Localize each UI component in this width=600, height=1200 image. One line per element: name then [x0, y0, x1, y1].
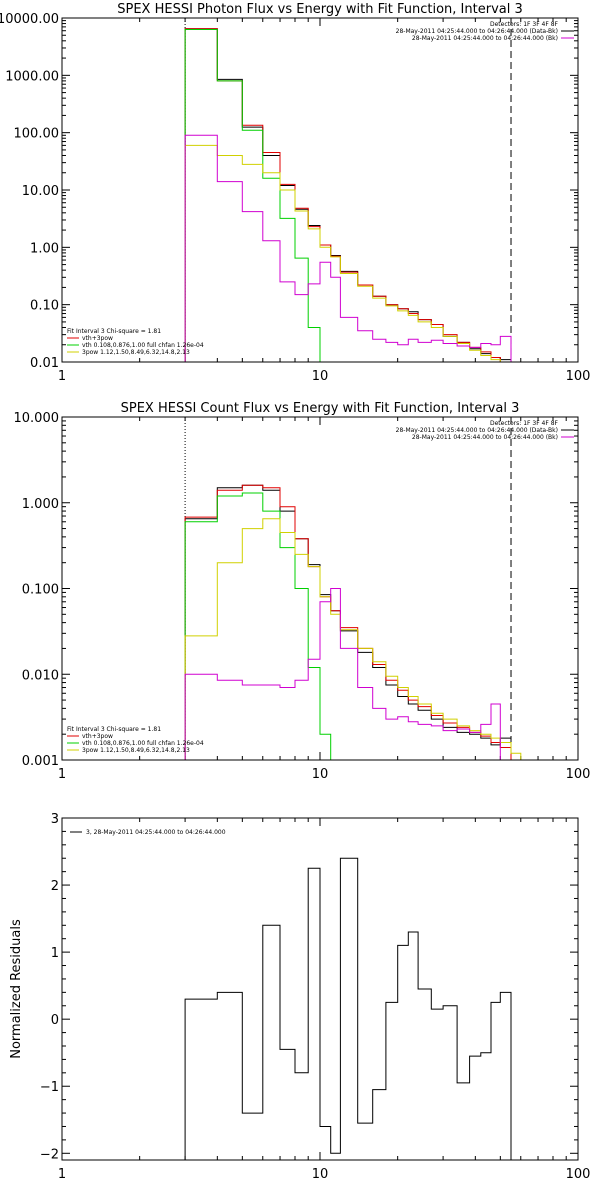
series-1-steps	[184, 857, 512, 1160]
legend-top-text: Detectors: 1F 3F 4F 8F	[490, 21, 559, 28]
chart-title: SPEX HESSI Photon Flux vs Energy with Fi…	[117, 2, 523, 17]
plot-frame	[61, 817, 579, 1161]
chart-title: SPEX HESSI Count Flux vs Energy with Fit…	[121, 401, 520, 416]
chart-panel-2: SPEX HESSI Count Flux vs Energy with Fit…	[14, 401, 591, 782]
legend-bottom-text: vth 0.108,0.876,1.00 full chfan 1.26e-04	[82, 342, 204, 349]
y-tick-label: 10000.00	[0, 12, 59, 27]
y-tick-label: 0.01	[30, 356, 59, 371]
x-tick-label: 100	[566, 1167, 591, 1182]
y-tick-label: 100.00	[14, 127, 60, 142]
plot-frame	[61, 17, 579, 363]
x-tick-label: 10	[312, 767, 329, 782]
series-5-steps	[184, 134, 512, 362]
legend-bottom-text: Fit Interval 3 Chi-square = 1.81	[67, 328, 161, 335]
x-tick-label: 10	[312, 1167, 329, 1182]
legend-bottom-text: Fit Interval 3 Chi-square = 1.81	[67, 726, 161, 733]
series-2-steps	[184, 484, 512, 760]
x-tick-label: 100	[566, 767, 591, 782]
legend-top-text: 28-May-2011 04:25:44.000 to 04:26:44.000…	[396, 28, 558, 35]
legend-bottom-text: 3pow 1.12,1.50,8.49,6.32,14.8,2.13	[82, 349, 190, 356]
legend-bottom-text: vth 0.108,0.876,1.00 full chfan 1.26e-04	[82, 740, 204, 747]
legend-bottom-text: 3pow 1.12,1.50,8.49,6.32,14.8,2.13	[82, 747, 190, 754]
legend-top-text: 3, 28-May-2011 04:25:44.000 to 04:26:44.…	[86, 829, 226, 836]
y-tick-label: 0.100	[22, 583, 59, 598]
y-tick-label: 0.001	[22, 754, 59, 769]
y-tick-label: 10.00	[22, 184, 59, 199]
legend-top-text: Detectors: 1F 3F 4F 8F	[490, 420, 559, 427]
y-tick-label: 10.000	[14, 411, 60, 426]
legend-bottom-text: vth+3pow	[82, 335, 113, 342]
y-tick-label: −1	[40, 1080, 59, 1095]
y-tick-label: 3	[51, 812, 59, 827]
series-3-steps	[184, 492, 332, 760]
series-1-steps	[184, 484, 512, 760]
chart-panel-3: Normalized Residuals 1 10 100 −2 −1 0 1 2 3 3, 28-…	[9, 812, 590, 1182]
y-tick-label: 1000.00	[5, 69, 59, 84]
x-tick-label: 1	[58, 767, 66, 782]
legend-top-text: 28-May-2011 04:25:44.000 to 04:26:44.000…	[412, 434, 558, 441]
x-tick-label: 100	[566, 369, 591, 384]
y-tick-label: −2	[40, 1147, 59, 1162]
legend-bottom-text: vth+3pow	[82, 733, 113, 740]
y-tick-label: 0.010	[22, 668, 59, 683]
series-5-steps	[184, 588, 501, 760]
y-tick-label: 2	[51, 879, 59, 894]
y-axis-label: Normalized Residuals	[9, 919, 24, 1059]
plot-frame	[61, 416, 579, 761]
x-tick-label: 1	[58, 1167, 66, 1182]
chart-panel-1: SPEX HESSI Photon Flux vs Energy with Fi…	[0, 2, 591, 384]
series-4-steps	[184, 144, 512, 362]
legend-top-text: 28-May-2011 04:25:44.000 to 04:26:44.000…	[396, 427, 558, 434]
y-tick-label: 1.000	[22, 497, 59, 512]
y-tick-label: 0	[51, 1013, 59, 1028]
x-tick-label: 10	[312, 369, 329, 384]
series-3-steps	[184, 29, 321, 362]
x-tick-label: 1	[58, 369, 66, 384]
legend-top-text: 28-May-2011 04:25:44.000 to 04:26:44.000…	[412, 35, 558, 42]
y-tick-label: 1.00	[30, 241, 59, 256]
y-tick-label: 1	[51, 946, 59, 961]
series-1-steps	[184, 28, 512, 362]
series-4-steps	[184, 518, 531, 760]
y-tick-label: 0.10	[30, 299, 59, 314]
